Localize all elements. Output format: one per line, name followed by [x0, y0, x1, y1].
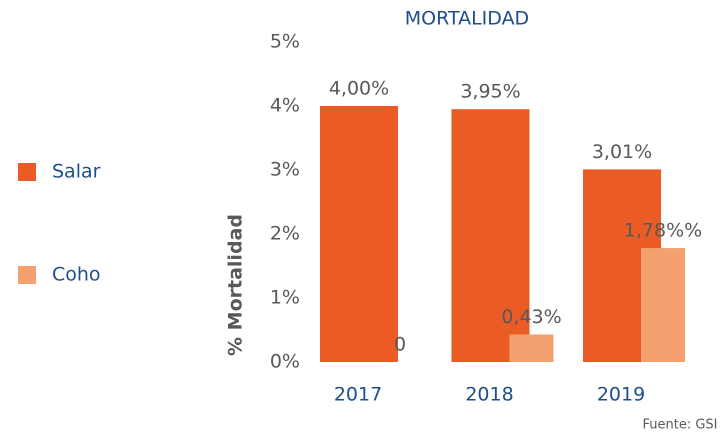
source: Fuente: GSI	[642, 418, 717, 433]
x-tick-label: 2018	[465, 384, 513, 406]
legend-label: Coho	[52, 264, 101, 286]
legend-swatch	[18, 266, 36, 284]
x-tick-label: 2019	[597, 384, 645, 406]
value-label: 1,78%%	[624, 220, 702, 242]
value-label: 3,01%	[592, 141, 652, 163]
bar	[509, 334, 554, 362]
legend-label: Salar	[52, 161, 101, 183]
x-tick-label: 2017	[334, 384, 382, 406]
legend-swatch	[18, 163, 36, 181]
y-axis-label: % Mortalidad	[225, 214, 247, 356]
bar	[451, 109, 530, 362]
chart-title: MORTALIDAD	[405, 8, 529, 30]
value-label: 0	[394, 334, 406, 356]
y-tick-label: 1%	[270, 287, 300, 309]
bar	[320, 106, 398, 362]
y-tick-label: 5%	[270, 31, 300, 53]
value-label: 3,95%	[460, 81, 520, 103]
y-tick-label: 0%	[270, 351, 300, 373]
value-label: 0,43%	[501, 306, 561, 328]
bar	[641, 248, 685, 362]
y-tick-label: 3%	[270, 159, 300, 181]
y-tick-label: 2%	[270, 223, 300, 245]
y-tick-label: 4%	[270, 95, 300, 117]
value-label: 4,00%	[329, 78, 389, 100]
